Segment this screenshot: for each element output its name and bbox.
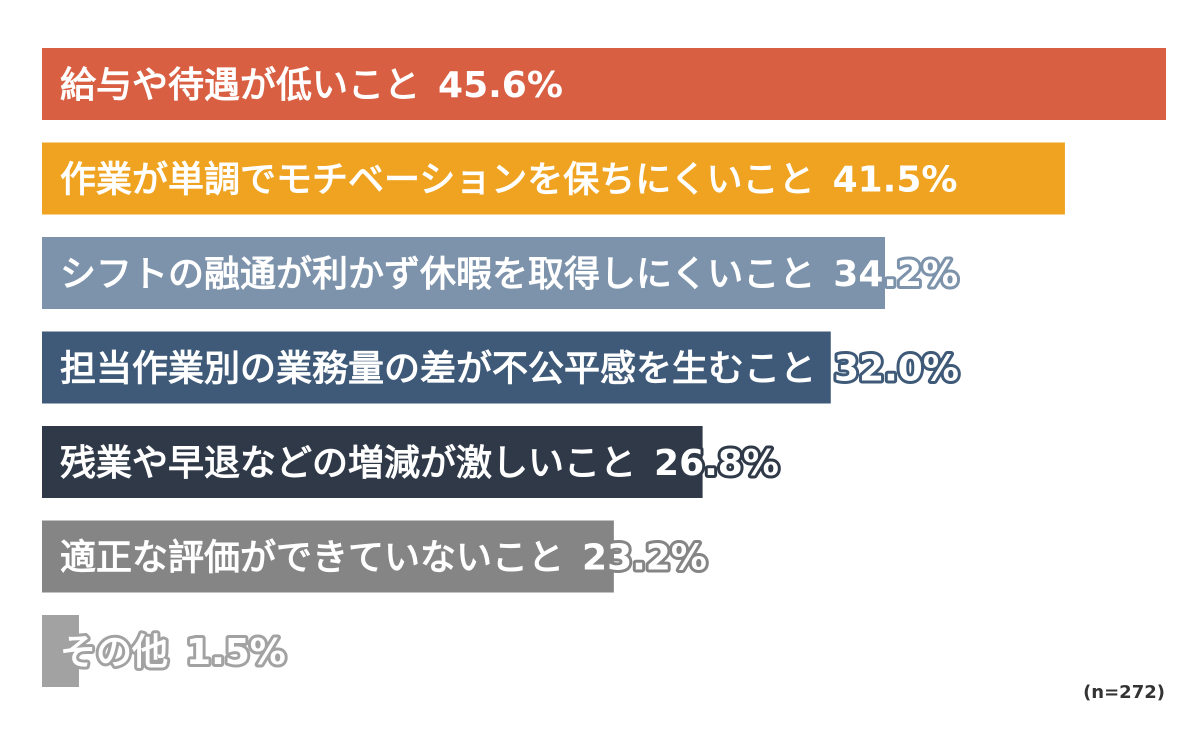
value-label-1: 45.6% xyxy=(438,65,563,106)
bar-label-1: 給与や待遇が低いこと 45.6% xyxy=(60,65,563,106)
category-label-2: 作業が単調でモチベーションを保ちにくいこと xyxy=(60,160,815,201)
value-label-6: 23.2% xyxy=(582,538,707,579)
value-label-4: 32.0% xyxy=(834,349,959,390)
category-label-3: シフトの融通が利かず休暇を取得しにくいこと xyxy=(60,254,815,295)
category-label-5: 残業や早退などの増減が激しいこと xyxy=(60,443,636,484)
bar-6 xyxy=(42,520,614,593)
value-label-7: 1.5% xyxy=(186,632,286,673)
category-label-6: 適正な評価ができていないこと xyxy=(60,538,564,579)
bar-label-2: 作業が単調でモチベーションを保ちにくいこと 41.5% xyxy=(60,160,957,201)
bar-3 xyxy=(42,237,885,309)
value-label-2: 41.5% xyxy=(833,160,958,201)
bar-label-4: 担当作業別の業務量の差が不公平感を生むこと 32.0% xyxy=(60,349,959,390)
value-label-3: 34.2% xyxy=(833,254,958,295)
bar-7 xyxy=(42,615,79,687)
bars-group: 給与や待遇が低いこと 45.6% 作業が単調でモチベーションを保ちにくいこと 41.5… xyxy=(42,48,1166,687)
bar-label-3: シフトの融通が利かず休暇を取得しにくいこと 34.2% xyxy=(60,254,958,295)
bar-2 xyxy=(42,142,1065,215)
bar-label-6: 適正な評価ができていないこと 23.2% xyxy=(60,538,707,579)
sample-size-note: (n=272) xyxy=(1083,682,1165,703)
category-label-4: 担当作業別の業務量の差が不公平感を生むこと xyxy=(60,349,816,390)
bar-5 xyxy=(42,426,703,498)
bar-label-7: その他 1.5% xyxy=(60,632,286,673)
bar-label-5: 残業や早退などの増減が激しいこと 26.8% xyxy=(60,443,779,484)
bar-1 xyxy=(42,48,1166,120)
category-label-7: その他 xyxy=(60,632,168,673)
value-label-5: 26.8% xyxy=(654,443,779,484)
bar-4 xyxy=(42,331,831,404)
category-label-1: 給与や待遇が低いこと xyxy=(60,65,420,106)
